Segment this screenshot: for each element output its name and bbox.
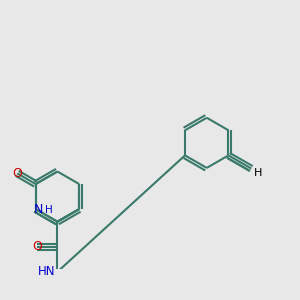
Text: N: N: [33, 202, 43, 216]
Text: H: H: [45, 205, 53, 215]
Text: HN: HN: [38, 265, 56, 278]
Text: H: H: [254, 168, 263, 178]
Text: O: O: [12, 167, 22, 180]
Text: O: O: [32, 240, 42, 253]
